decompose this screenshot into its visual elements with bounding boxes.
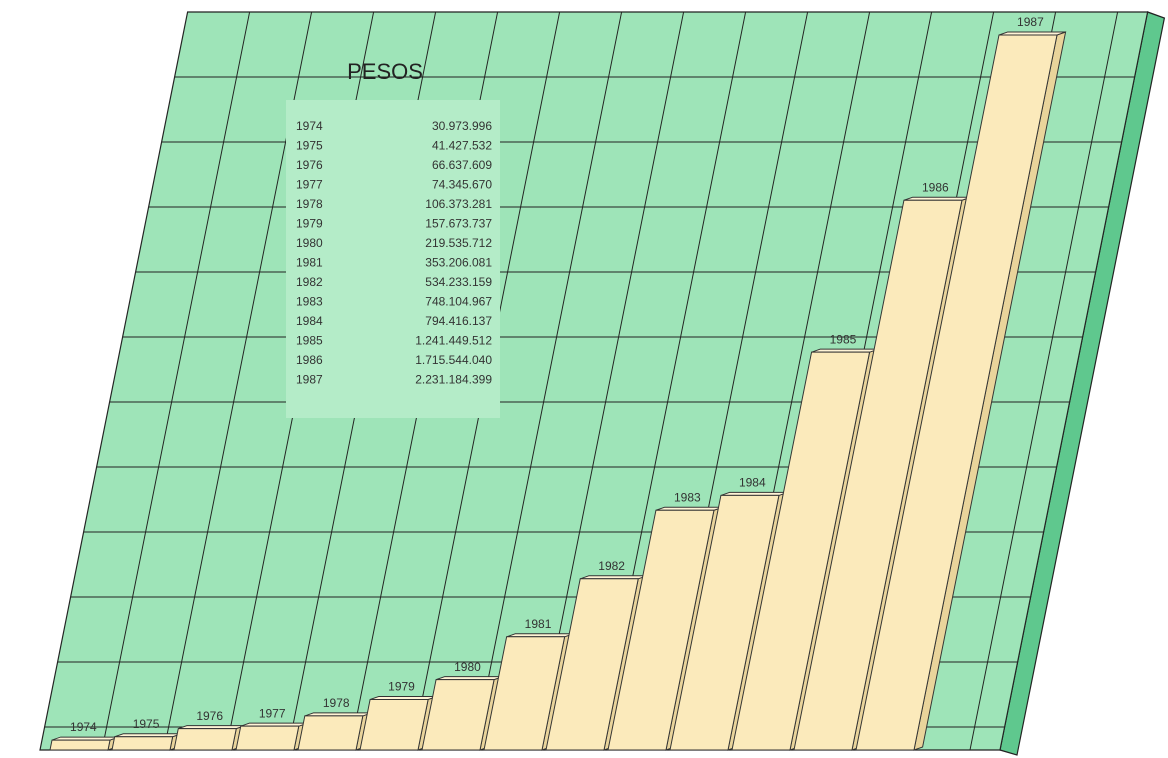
bar [235, 725, 300, 751]
table-value: 794.416.137 [425, 314, 492, 328]
bar [607, 509, 715, 751]
x-tick-label: 1987 [1017, 15, 1044, 29]
table-year: 1981 [296, 256, 323, 270]
table-value: 2.231.184.399 [415, 373, 492, 387]
x-tick-label: 1985 [830, 332, 857, 346]
table-year: 1979 [296, 217, 323, 231]
bar [173, 728, 237, 751]
bar [793, 199, 963, 751]
bar [731, 351, 871, 751]
x-tick-label: 1986 [922, 180, 949, 194]
x-tick-label: 1975 [133, 717, 160, 731]
table-year: 1987 [296, 373, 323, 387]
x-tick-label: 1974 [70, 720, 97, 734]
table-year: 1975 [296, 139, 323, 153]
x-tick-label: 1984 [739, 476, 766, 490]
skewed-panel [39, 11, 1166, 756]
bar [111, 736, 174, 751]
table-value: 41.427.532 [432, 139, 492, 153]
chart-title: PESOS [347, 59, 423, 84]
table-background [286, 100, 500, 418]
bar [421, 679, 495, 751]
table-year: 1976 [296, 158, 323, 172]
table-year: 1974 [296, 119, 323, 133]
bar [483, 636, 566, 751]
x-tick-label: 1982 [598, 559, 625, 573]
table-value: 66.637.609 [432, 158, 492, 172]
table-year: 1985 [296, 334, 323, 348]
table-value: 534.233.159 [425, 275, 492, 289]
grid-v [101, 12, 251, 750]
x-tick-label: 1976 [196, 709, 223, 723]
grid-v [535, 12, 685, 750]
x-tick-label: 1979 [388, 680, 415, 694]
x-tick-label: 1978 [323, 696, 350, 710]
table-value: 1.715.544.040 [415, 353, 492, 367]
table-year: 1983 [296, 295, 323, 309]
x-tick-label: 1983 [674, 490, 701, 504]
table-value: 157.673.737 [425, 217, 492, 231]
table-value: 748.104.967 [425, 295, 492, 309]
grid-v [969, 12, 1119, 750]
table-value: 1.241.449.512 [415, 334, 492, 348]
bar [49, 739, 111, 751]
table-year: 1977 [296, 178, 323, 192]
x-tick-label: 1977 [259, 706, 286, 720]
x-tick-label: 1980 [454, 660, 481, 674]
table-year: 1982 [296, 275, 323, 289]
x-tick-label: 1981 [525, 617, 552, 631]
bar [297, 715, 364, 751]
table-value: 219.535.712 [425, 236, 492, 250]
bar [359, 698, 429, 751]
table-year: 1978 [296, 197, 323, 211]
table-value: 74.345.670 [432, 178, 492, 192]
bar [855, 34, 1058, 751]
table-year: 1984 [296, 314, 323, 328]
bars: 1974 1974 30.973.996 1975 1975 41.427.532 1976… [70, 15, 1044, 734]
bar [669, 494, 780, 751]
table-year: 1980 [296, 236, 323, 250]
bar [545, 578, 639, 751]
table-value: 30.973.996 [432, 119, 492, 133]
table-year: 1986 [296, 353, 323, 367]
grid-v [473, 12, 623, 750]
table-value: 106.373.281 [425, 197, 492, 211]
table-value: 353.206.081 [425, 256, 492, 270]
